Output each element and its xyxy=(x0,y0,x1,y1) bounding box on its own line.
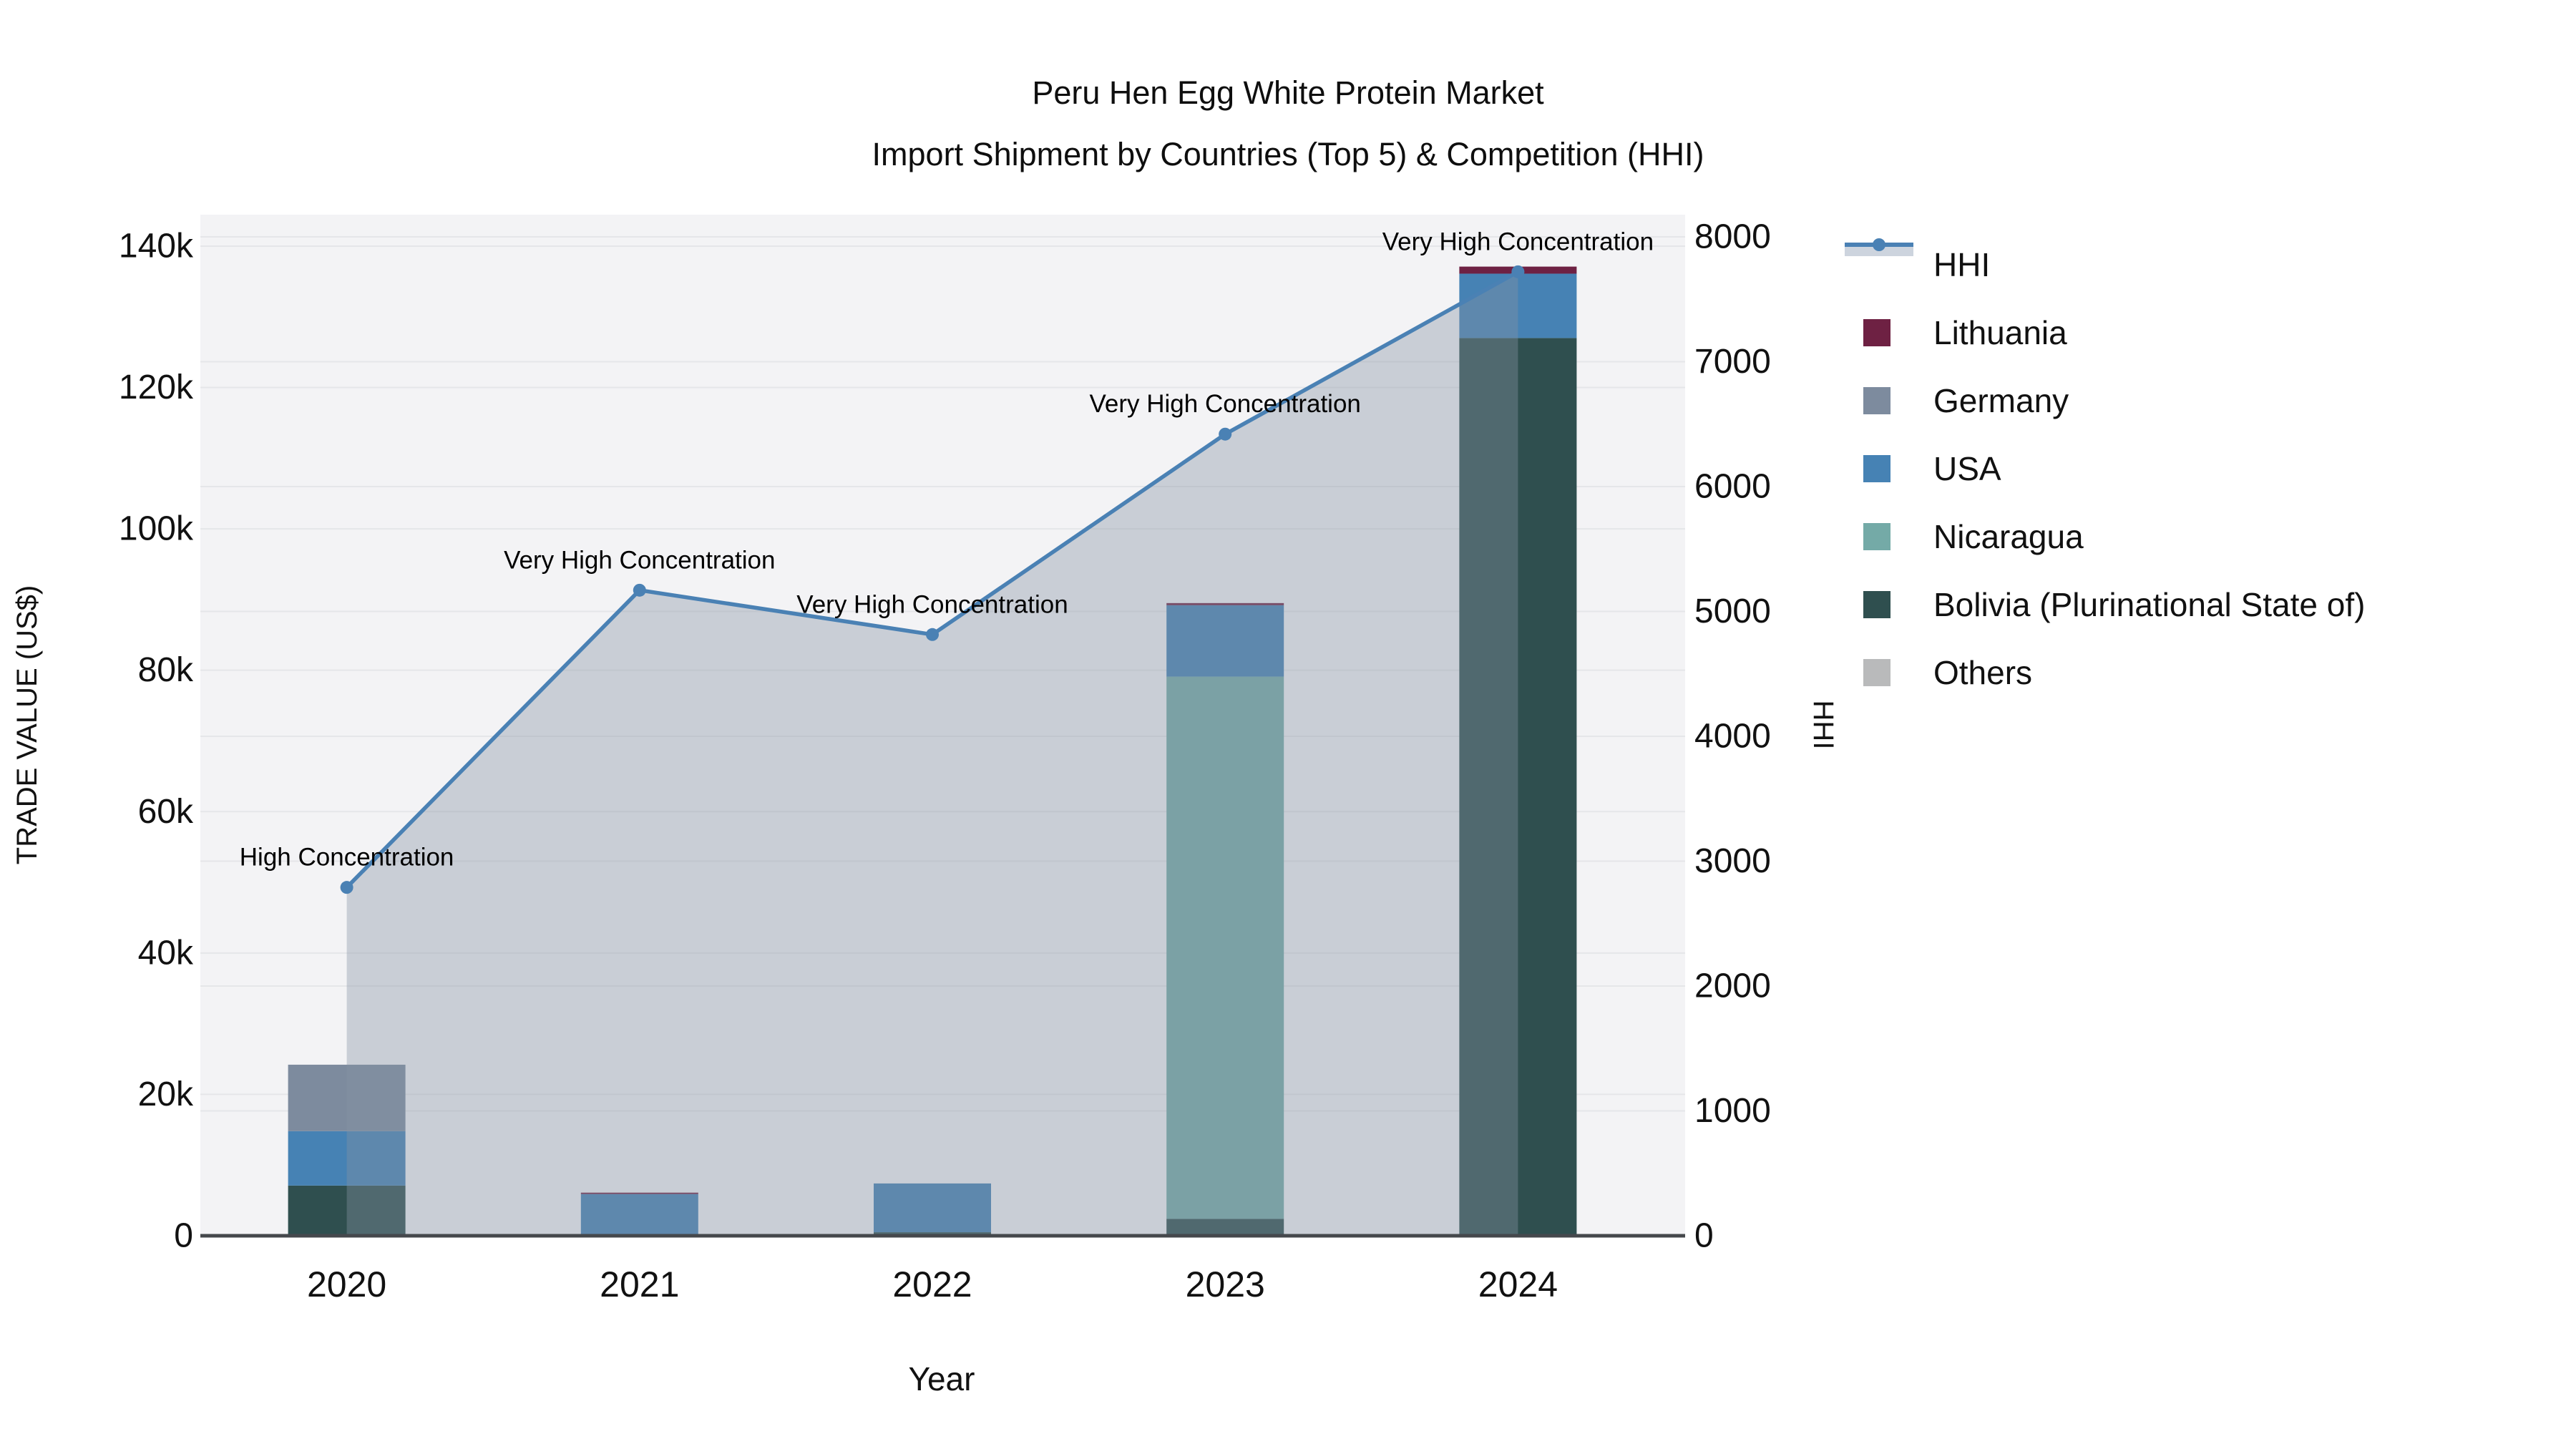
legend-label: USA xyxy=(1933,449,2001,487)
legend-color-swatch xyxy=(1863,658,1890,686)
legend-swatch xyxy=(1845,522,1913,550)
annotation-2023: Very High Concentration xyxy=(1090,390,1361,418)
annotation-2021: Very High Concentration xyxy=(504,546,775,574)
bar-2023-nicaragua[interactable] xyxy=(1166,676,1284,1219)
legend-item-others[interactable]: Others xyxy=(1845,638,2365,706)
legend-item-hhi[interactable]: HHI xyxy=(1845,230,2365,298)
legend-label: Lithuania xyxy=(1933,313,2067,351)
plot-background xyxy=(200,215,1685,1236)
left-tick-0: 0 xyxy=(174,1217,193,1255)
bar-2021-lithuania[interactable] xyxy=(580,1192,698,1194)
legend-label: Germany xyxy=(1933,381,2069,419)
left-axis-title: TRADE VALUE (US$) xyxy=(11,585,43,865)
x-tick-2022: 2022 xyxy=(892,1264,972,1304)
left-tick-120k: 120k xyxy=(119,369,194,406)
bar-2023-bolivia-plurinational-state-of[interactable] xyxy=(1166,1219,1284,1236)
hhi-marker-2023[interactable] xyxy=(1219,427,1232,441)
legend-item-germany[interactable]: Germany xyxy=(1845,366,2365,434)
chart-title-line2: Import Shipment by Countries (Top 5) & C… xyxy=(872,136,1704,172)
hhi-marker-2024[interactable] xyxy=(1511,265,1525,278)
left-tick-100k: 100k xyxy=(119,510,194,548)
legend-color-swatch xyxy=(1863,522,1890,550)
right-tick-1000: 1000 xyxy=(1694,1092,1771,1130)
legend-swatch xyxy=(1845,454,1913,482)
hhi-marker-2021[interactable] xyxy=(633,583,646,597)
right-tick-8000: 8000 xyxy=(1694,218,1771,256)
legend-label: Nicaragua xyxy=(1933,517,2084,555)
annotation-2024: Very High Concentration xyxy=(1382,228,1654,255)
left-tick-20k: 20k xyxy=(138,1075,194,1113)
legend: HHI Lithuania Germany USA Nicaragua Bolivia (… xyxy=(1845,230,2365,706)
hhi-line-swatch xyxy=(1845,238,1913,256)
left-tick-40k: 40k xyxy=(138,934,194,972)
bar-2022-usa[interactable] xyxy=(874,1183,991,1233)
left-tick-140k: 140k xyxy=(119,227,194,265)
x-tick-2021: 2021 xyxy=(600,1264,679,1304)
right-tick-4000: 4000 xyxy=(1694,718,1771,756)
right-tick-0: 0 xyxy=(1694,1217,1714,1255)
legend-label: Bolivia (Plurinational State of) xyxy=(1933,585,2366,623)
hhi-marker-2020[interactable] xyxy=(340,881,353,894)
right-tick-6000: 6000 xyxy=(1694,468,1771,506)
chart-title-line1: Peru Hen Egg White Protein Market xyxy=(1032,74,1544,111)
left-tick-60k: 60k xyxy=(138,793,194,831)
right-tick-5000: 5000 xyxy=(1694,592,1771,630)
legend-swatch xyxy=(1845,590,1913,618)
legend-swatch xyxy=(1845,658,1913,686)
legend-item-nicaragua[interactable]: Nicaragua xyxy=(1845,502,2365,570)
x-axis-title: Year xyxy=(908,1360,975,1397)
legend-color-swatch xyxy=(1863,590,1890,618)
annotation-2020: High Concentration xyxy=(240,844,454,872)
bar-2020-bolivia-plurinational-state-of[interactable] xyxy=(288,1185,406,1236)
x-tick-2024: 2024 xyxy=(1478,1264,1558,1304)
bar-2023-lithuania[interactable] xyxy=(1166,602,1284,605)
right-tick-2000: 2000 xyxy=(1694,967,1771,1005)
legend-color-swatch xyxy=(1863,318,1890,346)
legend-label: HHI xyxy=(1933,245,1991,283)
legend-label: Others xyxy=(1933,653,2033,691)
legend-swatch xyxy=(1845,318,1913,346)
legend-swatch xyxy=(1845,386,1913,414)
bar-2023-usa[interactable] xyxy=(1166,605,1284,677)
legend-color-swatch xyxy=(1863,454,1890,482)
x-tick-2023: 2023 xyxy=(1186,1264,1265,1304)
legend-color-swatch xyxy=(1863,386,1890,414)
legend-item-lithuania[interactable]: Lithuania xyxy=(1845,298,2365,366)
bar-2021-usa[interactable] xyxy=(580,1194,698,1236)
bar-2020-germany[interactable] xyxy=(288,1064,406,1131)
bar-2020-usa[interactable] xyxy=(288,1131,406,1186)
right-axis-title: HHI xyxy=(1807,700,1839,750)
legend-item-usa[interactable]: USA xyxy=(1845,434,2365,502)
bar-2024-bolivia-plurinational-state-of[interactable] xyxy=(1459,338,1577,1236)
hhi-marker-2022[interactable] xyxy=(926,628,939,641)
legend-item-bolivia-plurinational-state-of[interactable]: Bolivia (Plurinational State of) xyxy=(1845,570,2365,638)
x-tick-2020: 2020 xyxy=(307,1264,386,1304)
hhi-area-fill xyxy=(346,271,1518,1236)
right-tick-3000: 3000 xyxy=(1694,842,1771,880)
right-tick-7000: 7000 xyxy=(1694,343,1771,381)
left-tick-80k: 80k xyxy=(138,651,194,689)
bar-2024-usa[interactable] xyxy=(1459,273,1577,338)
annotation-2022: Very High Concentration xyxy=(796,590,1068,618)
